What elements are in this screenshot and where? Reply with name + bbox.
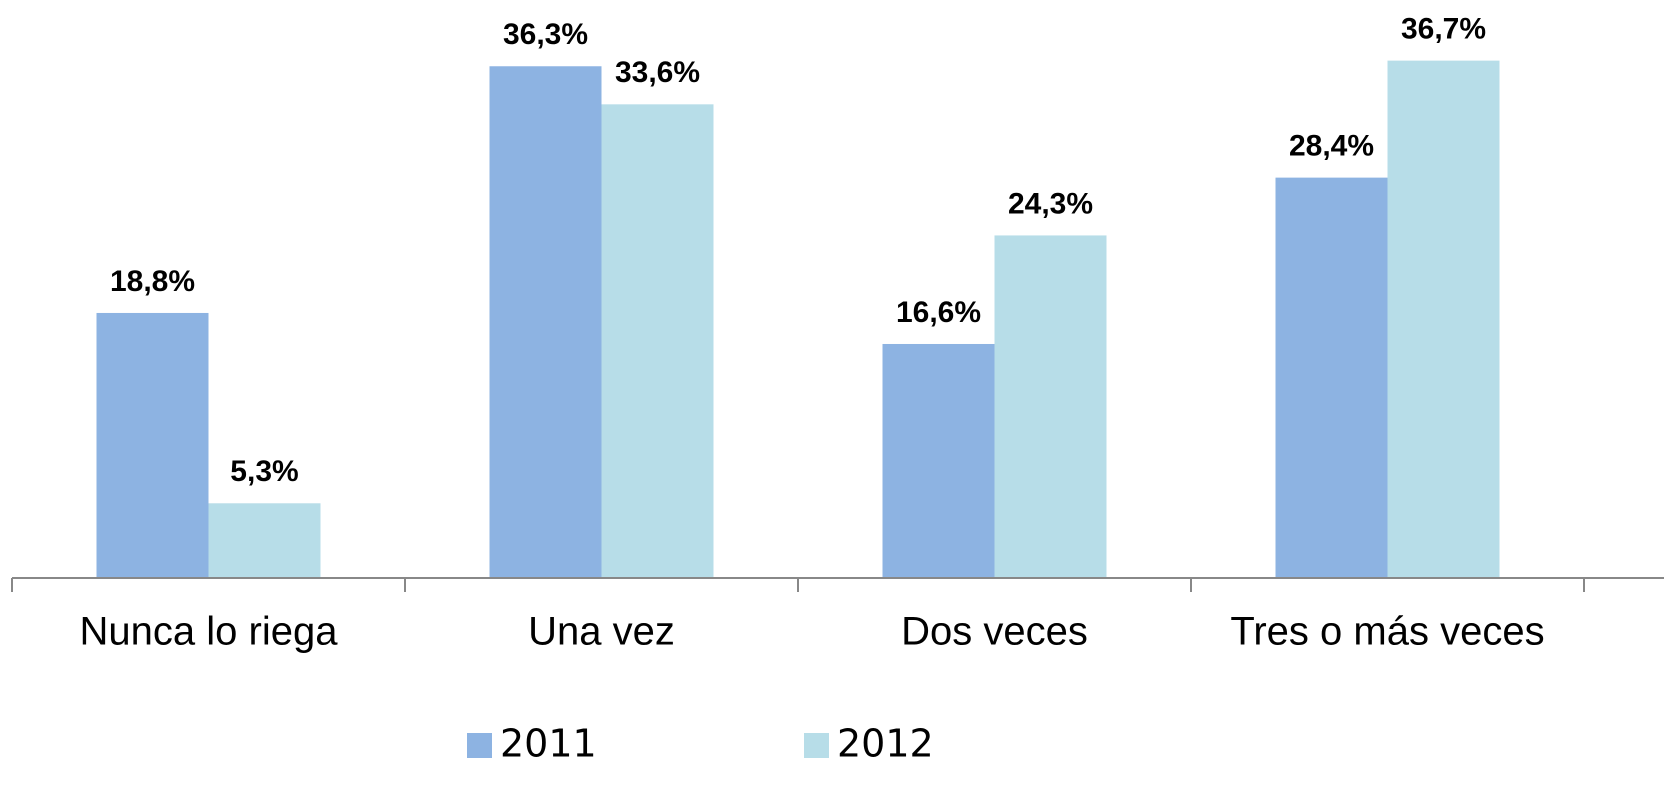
legend-swatch xyxy=(467,733,492,758)
value-label: 18,8% xyxy=(110,265,195,298)
bar xyxy=(1275,177,1388,578)
x-tick-label: Tres o más veces xyxy=(1230,610,1544,654)
bar xyxy=(882,343,995,578)
bar xyxy=(1387,60,1500,579)
value-label: 33,6% xyxy=(615,56,700,89)
bar xyxy=(601,104,714,578)
x-tick-label: Una vez xyxy=(528,610,675,654)
bar xyxy=(489,66,602,578)
x-tick-label: Dos veces xyxy=(901,610,1088,654)
legend-label: 2011 xyxy=(500,722,597,766)
value-label: 5,3% xyxy=(230,455,298,488)
value-label: 24,3% xyxy=(1008,187,1093,220)
x-tick-label: Nunca lo riega xyxy=(80,610,339,654)
legend-label: 2012 xyxy=(837,722,934,766)
legend-swatch xyxy=(804,733,829,758)
value-label: 16,6% xyxy=(896,296,981,329)
bar xyxy=(994,235,1107,579)
value-label: 36,3% xyxy=(503,18,588,51)
bar xyxy=(208,503,321,578)
value-label: 28,4% xyxy=(1289,130,1374,163)
bar xyxy=(96,312,209,578)
value-label: 36,7% xyxy=(1401,13,1486,46)
